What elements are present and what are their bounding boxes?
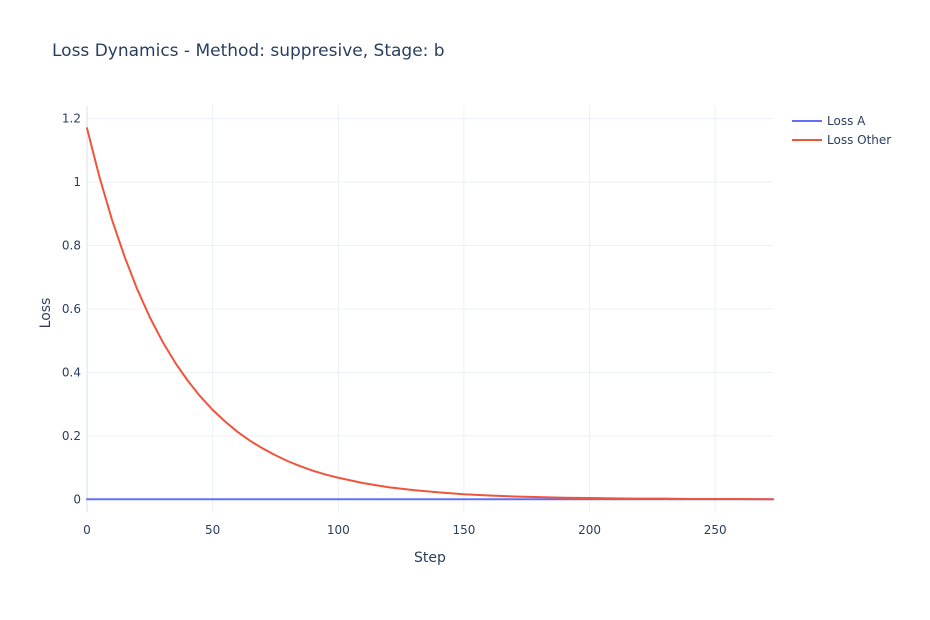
x-axis-title: Step [414, 550, 446, 566]
legend-item-loss-other[interactable]: Loss Other [792, 133, 891, 147]
y-tick-label: 1 [73, 175, 81, 189]
x-tick-label: 50 [205, 523, 220, 537]
x-tick-label: 150 [452, 523, 475, 537]
y-tick-label: 0.2 [62, 429, 81, 443]
y-tick-label: 0.8 [62, 239, 81, 253]
chart-title: Loss Dynamics - Method: suppresive, Stag… [52, 41, 445, 61]
series-line-loss-other[interactable] [86, 127, 774, 501]
legend-label: Loss A [827, 114, 866, 128]
legend[interactable]: Loss A Loss Other [792, 114, 891, 147]
y-axis-title: Loss [38, 298, 54, 329]
y-tick-label: 0 [73, 492, 81, 506]
y-tick-label: 0.4 [62, 365, 81, 379]
legend-label: Loss Other [827, 133, 891, 147]
x-tick-label: 200 [578, 523, 601, 537]
legend-item-loss-a[interactable]: Loss A [792, 114, 866, 128]
x-tick-label: 100 [327, 523, 350, 537]
tick-layer: 0 0.2 0.4 0.6 0.8 1 1.2 0 50 100 150 200 250 [62, 112, 727, 537]
x-tick-label: 250 [704, 523, 727, 537]
x-tick-label: 0 [83, 523, 91, 537]
series-layer [86, 127, 774, 501]
grid-layer [86, 106, 773, 512]
y-tick-label: 0.6 [62, 302, 81, 316]
y-tick-label: 1.2 [62, 112, 81, 126]
